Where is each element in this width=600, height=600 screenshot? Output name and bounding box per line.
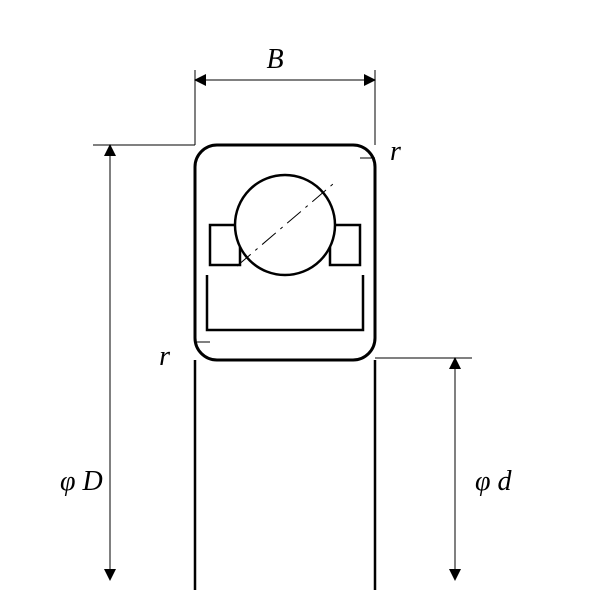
dimension-d xyxy=(375,358,472,580)
label-B: B xyxy=(266,44,283,75)
label-r-bottom-left: r xyxy=(159,341,170,372)
bearing-diagram: B φ D φ d r r xyxy=(0,0,600,600)
dimension-B xyxy=(195,70,375,145)
label-r-top-right: r xyxy=(390,136,401,167)
label-d: φ d xyxy=(475,466,512,497)
label-D: φ D xyxy=(60,466,103,497)
section-extension-lines xyxy=(195,360,375,590)
dimension-D xyxy=(93,145,195,580)
bearing-body xyxy=(195,145,375,360)
